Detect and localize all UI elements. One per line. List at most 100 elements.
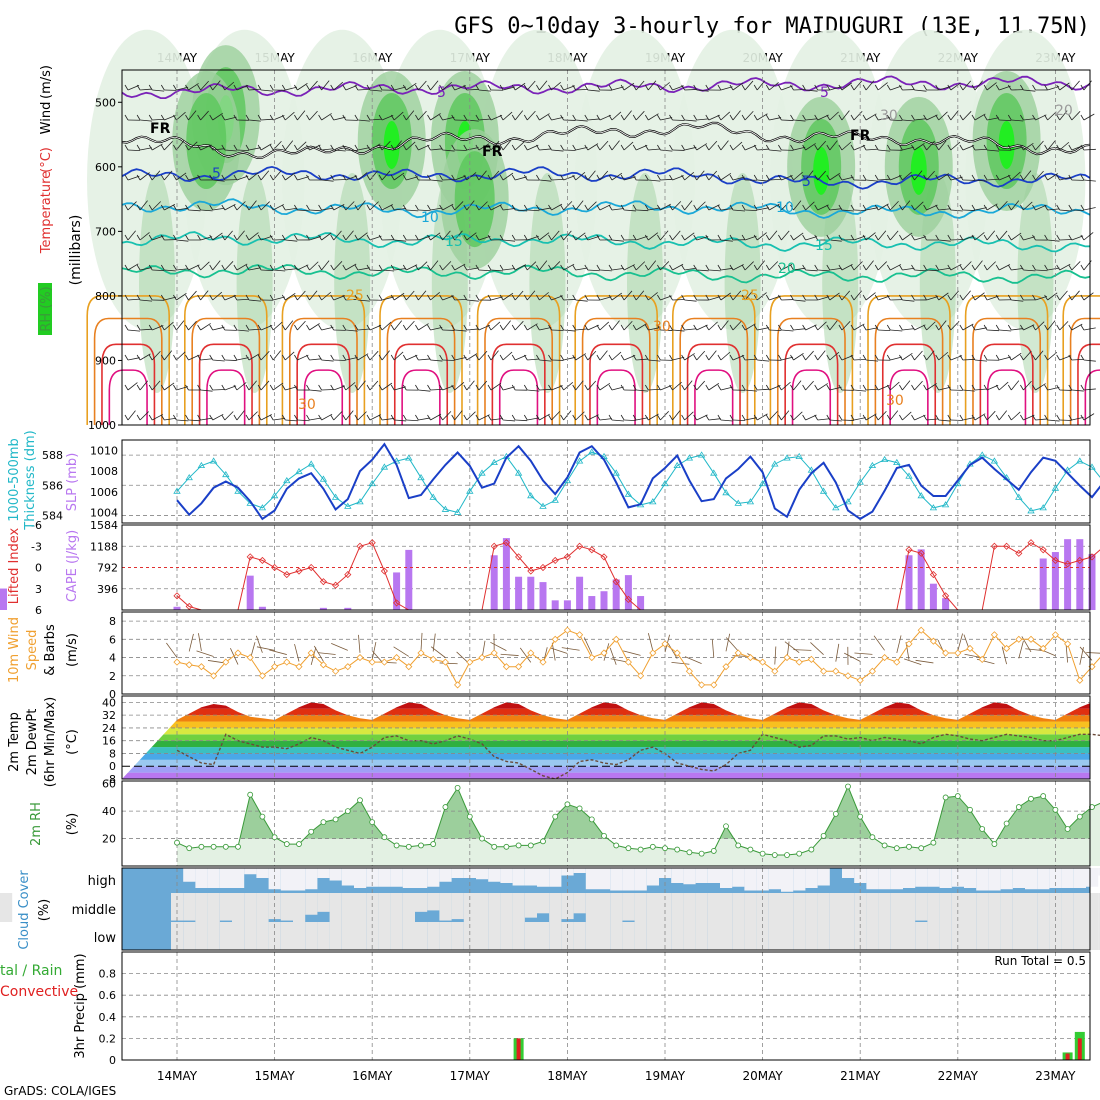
wind-barb-flag [160,294,165,301]
wind-barb [914,89,927,92]
wind-barb-flag [1080,234,1085,241]
slp-tick-label: 1008 [90,465,118,478]
wind-barb-flag [257,204,262,211]
wind-barb [696,201,706,211]
wind-barb-flag [632,144,637,151]
wind-barb-flag [245,414,250,421]
wind-barb-flag [257,324,262,331]
thickness-marker [185,473,193,481]
wind-barb [648,113,659,121]
wind-barb [890,119,903,121]
wind-barb-flag [560,204,564,211]
wind-barb-flag [269,264,274,271]
temp-tick-label: 16 [102,735,116,748]
wind-barb [357,232,368,241]
wind-barb [1023,89,1036,92]
wind-barb-flag [669,354,673,361]
wind-barb [1059,209,1072,212]
wind-barb-flag [318,204,322,211]
wind-barb [684,299,697,302]
wind-barb-flag [342,384,347,391]
wind-barb-flag [402,234,407,241]
wind-barb [986,82,997,91]
pressure-tick-label: 800 [95,290,116,303]
wind-barb [841,176,854,181]
wind-barb-flag [499,174,504,181]
cloud-gap [793,893,806,922]
wind-barb-flag [947,144,952,151]
slp-tick-label: 1004 [90,507,118,520]
wind-barb-flag [862,354,867,361]
day-label-bottom: 20MAY [742,1069,783,1083]
wind-barb [684,411,694,421]
cloud-gap [500,868,513,883]
wind-barb-flag [523,144,528,151]
wind-barb-flag [693,414,698,421]
wind-barb-flag [681,114,685,121]
cape-bar [588,596,596,610]
wind-barb [466,172,477,181]
cloud-gap [610,868,623,891]
wind-barb [684,171,695,181]
wind-barb [648,148,661,151]
wind-barb [745,389,758,392]
wind-barb-flag [390,384,395,391]
wind-barb-flag [523,414,528,421]
wind-barb-flag [790,414,794,421]
wind-barb-flag [778,294,782,301]
wind-barb-flag [1080,324,1085,331]
cape-bar [1064,539,1072,610]
wind-barb-flag [294,384,298,391]
wind-barb [660,261,670,271]
contour-label: 25 [346,288,364,304]
wind-barb-flag [983,204,988,211]
wind-barb [599,204,611,211]
wind-barb-flag [342,174,347,181]
thickness-marker [527,492,535,499]
wind-barb-flag [560,414,564,421]
wind-barb-flag [560,174,564,181]
wind-barb-flag [644,294,649,301]
wind-barb-flag [415,234,419,241]
wind-barb [321,359,334,362]
wind-barb [442,261,452,271]
thickness-marker [905,472,913,479]
wind-barb [877,261,888,271]
wind-barb [236,201,246,211]
thickness-marker [514,469,523,476]
wind-barb [502,86,515,91]
thickness-marker [868,461,877,469]
wind-barb-flag [983,84,988,91]
wind-barb-flag [294,294,298,301]
wind-barb-flag [886,174,891,181]
wind-barb [490,269,503,272]
wind-barb-flag [838,144,843,151]
wind-barb [490,296,503,301]
wind-barb [914,414,926,421]
wind-barb [127,329,140,332]
wind-barb-flag [741,384,746,391]
wind-barb-flag [741,234,746,241]
wind-barb-flag [330,354,335,361]
contour-label: 5 [212,166,221,182]
wind-barb-flag [185,84,189,91]
wind-barb [817,204,829,211]
wind-barb-flag [983,114,988,121]
wind-barb-flag [911,114,915,121]
wind-barb-flag [765,84,770,91]
wind-barb-flag [947,414,952,421]
rh-marker [247,791,254,798]
wind-barb [817,140,827,151]
rh-marker [759,850,766,857]
wind-barb [708,170,718,181]
wind-barb [393,351,404,361]
wind-barb [127,230,136,241]
wind-barb [1023,350,1032,361]
wind-barb-flag [693,204,698,211]
wind-barb-flag [717,414,722,421]
wind-barb [539,207,552,211]
wind-barb [236,230,245,241]
wind-barb-flag [281,234,286,241]
wind-barb-flag [693,294,698,301]
wind-barb [696,380,705,391]
